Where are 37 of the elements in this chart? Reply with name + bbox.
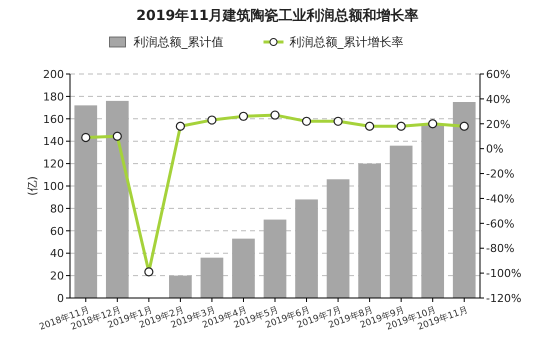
y-axis-title: (亿) xyxy=(26,176,39,196)
y-tick-label: 0 xyxy=(57,292,64,305)
bar xyxy=(390,146,413,298)
y-tick-label: 80 xyxy=(50,202,64,216)
bar xyxy=(200,258,224,298)
legend-label: 利润总额_累计值 xyxy=(134,35,224,49)
y-tick-label: 60 xyxy=(50,224,64,238)
y-tick-label: 160 xyxy=(43,112,64,126)
y-tick-label: 40 xyxy=(50,247,64,260)
y-tick-label: 180 xyxy=(43,90,64,104)
chart-title: 2019年11月建筑陶瓷工业利润总额和增长率 xyxy=(136,7,419,24)
y-tick-label: 120 xyxy=(43,158,64,171)
bar xyxy=(74,105,98,298)
y2-tick-label: -80% xyxy=(486,242,514,256)
bar xyxy=(169,276,192,298)
bar xyxy=(421,126,444,298)
bar xyxy=(264,220,286,298)
bar xyxy=(452,102,476,298)
y2-tick-label: 0% xyxy=(486,142,504,156)
y2-tick-label: -120% xyxy=(486,292,522,305)
y2-tick-label: 20% xyxy=(486,118,510,131)
y2-tick-label: 40% xyxy=(486,92,510,106)
y-tick-label: 200 xyxy=(43,68,64,81)
bar xyxy=(358,164,381,298)
bar xyxy=(326,179,350,298)
y2-tick-label: -20% xyxy=(486,168,514,181)
legend-label: 利润总额_累计增长率 xyxy=(290,35,404,49)
y2-tick-label: -60% xyxy=(486,217,514,230)
y-tick-label: 20 xyxy=(50,270,64,283)
y2-tick-label: -100% xyxy=(486,267,522,280)
y-tick-label: 140 xyxy=(43,135,64,148)
bar xyxy=(232,238,255,298)
y2-tick-label: 60% xyxy=(486,68,510,81)
bar xyxy=(106,100,129,298)
bar xyxy=(295,199,318,298)
y-tick-label: 100 xyxy=(43,180,64,193)
y2-tick-label: -40% xyxy=(486,192,514,206)
